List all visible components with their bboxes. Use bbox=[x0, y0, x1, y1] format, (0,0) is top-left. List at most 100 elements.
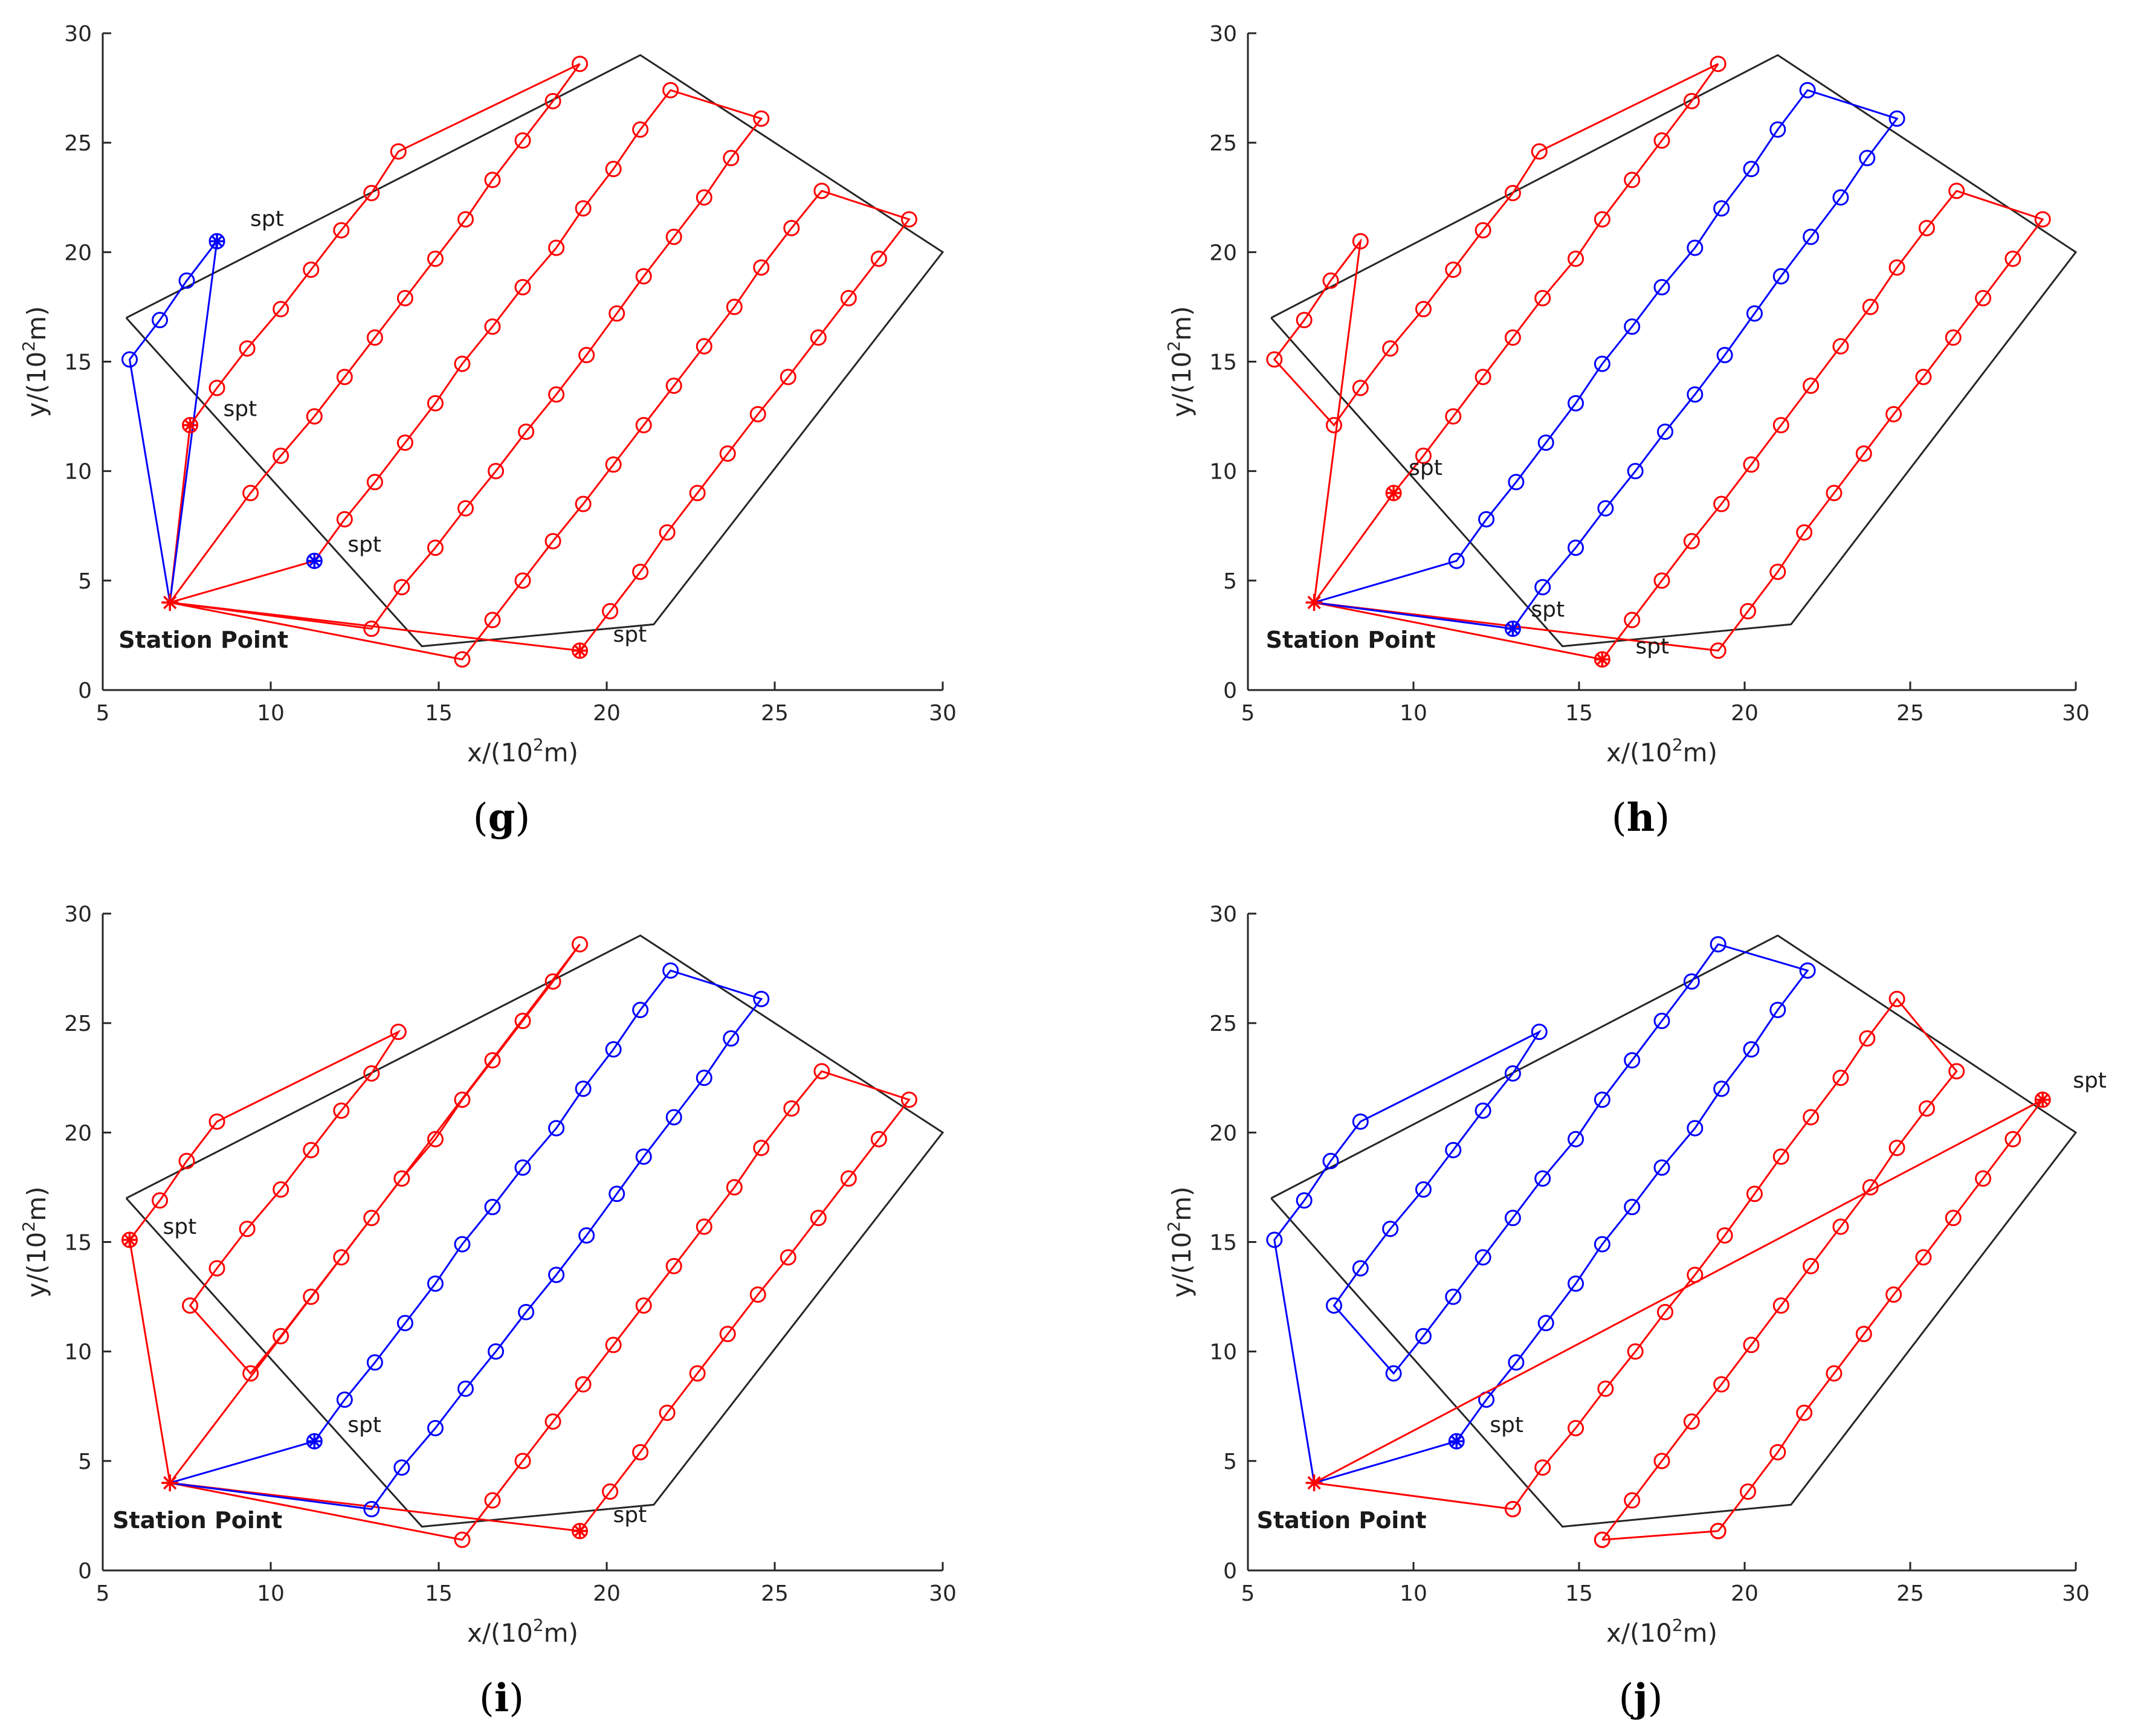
waypoint-marker bbox=[813, 1063, 830, 1080]
waypoint-marker bbox=[333, 1102, 350, 1119]
route-line-red bbox=[169, 190, 911, 660]
waypoint-marker bbox=[208, 1260, 225, 1277]
waypoint-marker bbox=[178, 1152, 195, 1169]
waypoint-marker bbox=[1594, 1236, 1610, 1253]
waypoint-marker bbox=[840, 1170, 857, 1187]
waypoint-marker bbox=[363, 1065, 380, 1082]
waypoint-marker bbox=[1772, 1148, 1789, 1165]
waypoint-marker bbox=[1534, 289, 1551, 306]
waypoint-marker bbox=[1445, 1141, 1462, 1158]
waypoint-marker bbox=[1445, 1288, 1462, 1305]
waypoint-marker bbox=[1382, 340, 1399, 357]
subfigure-label-letter: h bbox=[1627, 795, 1655, 841]
route-line-blue bbox=[128, 237, 219, 603]
waypoint-marker bbox=[1710, 1523, 1727, 1540]
spt-marker bbox=[121, 1231, 138, 1248]
waypoint-marker bbox=[514, 1013, 531, 1030]
waypoint-marker bbox=[544, 533, 561, 550]
spt-label: spt bbox=[1531, 598, 1565, 622]
waypoint-marker bbox=[1772, 417, 1789, 434]
x-tick-label: 10 bbox=[1400, 1581, 1427, 1606]
y-tick-label: 20 bbox=[1209, 1121, 1237, 1146]
x-axis-label-suffix: m) bbox=[544, 1618, 578, 1648]
spt-marker bbox=[572, 1523, 588, 1539]
waypoint-marker bbox=[1325, 1297, 1342, 1314]
chart-panel-h: 5 10 15 20 25 30051015202530x/(102m)y/(102m)S… bbox=[1164, 22, 2090, 767]
station-point-marker bbox=[1305, 1474, 1323, 1492]
waypoint-marker bbox=[810, 329, 827, 346]
waypoint-marker bbox=[632, 1444, 649, 1460]
y-axis-label-prefix: y/(10 bbox=[22, 1232, 51, 1298]
x-tick-label: 25 bbox=[1896, 701, 1924, 726]
y-tick-label: 15 bbox=[64, 1231, 92, 1256]
spt-marker bbox=[2035, 1091, 2051, 1108]
waypoint-marker bbox=[1624, 611, 1641, 628]
x-tick-label: 5 bbox=[1241, 701, 1255, 726]
y-axis-label-prefix: y/(10 bbox=[1167, 1232, 1197, 1298]
spt-label: spt bbox=[347, 1413, 381, 1438]
waypoint-marker bbox=[303, 261, 320, 278]
waypoint-marker bbox=[1445, 408, 1462, 425]
waypoint-marker bbox=[1803, 1109, 1820, 1126]
x-axis-label-prefix: x/(10 bbox=[467, 1618, 533, 1648]
waypoint-marker bbox=[393, 1170, 410, 1187]
waypoint-marker bbox=[1803, 377, 1820, 394]
waypoint-marker bbox=[1769, 121, 1786, 138]
waypoint-marker bbox=[1597, 500, 1614, 517]
waypoint-marker bbox=[665, 228, 682, 245]
waypoint-marker bbox=[609, 305, 625, 322]
waypoint-marker bbox=[208, 379, 225, 396]
waypoint-marker bbox=[783, 219, 800, 236]
x-tick-label: 15 bbox=[1565, 1581, 1593, 1606]
waypoint-marker bbox=[427, 395, 444, 411]
waypoint-marker bbox=[333, 222, 350, 239]
chart-panel-j: 5 10 15 20 25 30051015202530x/(102m)y/(102m)S… bbox=[1164, 902, 2107, 1648]
waypoint-marker bbox=[1448, 552, 1465, 569]
waypoint-marker bbox=[1975, 289, 1992, 306]
waypoint-marker bbox=[1826, 485, 1843, 502]
x-tick-label: 20 bbox=[1731, 1581, 1759, 1606]
spt-marker bbox=[1594, 651, 1610, 668]
waypoint-marker bbox=[363, 185, 380, 202]
waypoint-marker bbox=[1687, 1267, 1704, 1283]
waypoint-marker bbox=[780, 369, 796, 386]
spt-marker bbox=[572, 642, 588, 659]
waypoint-marker bbox=[753, 990, 770, 1007]
waypoint-marker bbox=[1653, 572, 1670, 589]
waypoint-marker bbox=[1624, 1492, 1641, 1509]
spt-label: spt bbox=[1635, 634, 1669, 659]
boundary-polygon bbox=[125, 934, 945, 1528]
waypoint-marker bbox=[273, 301, 289, 318]
waypoint-marker bbox=[578, 347, 595, 364]
subfigure-label-close: ) bbox=[509, 1676, 524, 1721]
x-axis-label-sup: 2 bbox=[533, 1615, 544, 1635]
y-tick-label: 25 bbox=[1209, 1012, 1237, 1036]
waypoint-marker bbox=[273, 447, 289, 464]
waypoint-marker bbox=[602, 1483, 619, 1500]
waypoint-marker bbox=[1475, 369, 1491, 386]
route-line-red bbox=[1602, 1530, 1719, 1541]
subfigure-label-close: ) bbox=[515, 796, 530, 841]
route-line-red bbox=[1313, 1099, 2044, 1532]
waypoint-marker bbox=[1475, 222, 1491, 239]
waypoint-marker bbox=[726, 298, 743, 315]
waypoint-marker bbox=[273, 1181, 289, 1198]
waypoint-marker bbox=[1713, 1376, 1730, 1393]
x-axis-label: x/(102m) bbox=[467, 735, 578, 767]
waypoint-marker bbox=[1796, 524, 1813, 541]
waypoint-marker bbox=[1918, 219, 1935, 236]
waypoint-marker bbox=[1656, 423, 1673, 440]
waypoint-marker bbox=[1624, 318, 1641, 335]
subfigure-label-letter: j bbox=[1630, 1676, 1647, 1721]
waypoint-marker bbox=[635, 268, 652, 285]
waypoint-marker bbox=[303, 1141, 320, 1158]
subfigure-label-letter: i bbox=[494, 1676, 509, 1721]
waypoint-marker bbox=[363, 621, 380, 637]
waypoint-marker bbox=[1832, 1070, 1849, 1086]
subfigure-label-close: ) bbox=[1655, 796, 1670, 841]
waypoint-marker bbox=[2004, 1131, 2021, 1147]
waypoint-marker bbox=[1687, 386, 1704, 403]
waypoint-marker bbox=[1568, 395, 1584, 411]
waypoint-marker bbox=[1594, 1091, 1610, 1108]
x-tick-label: 25 bbox=[761, 1581, 789, 1606]
